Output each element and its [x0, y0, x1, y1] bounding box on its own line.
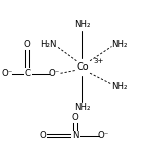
Text: O: O [40, 131, 47, 140]
Text: O⁻: O⁻ [2, 69, 13, 78]
Text: NH₂: NH₂ [74, 20, 91, 29]
Text: N: N [72, 131, 78, 140]
Text: O⁻: O⁻ [98, 131, 109, 140]
Text: Co: Co [76, 62, 89, 72]
Text: C: C [24, 69, 30, 78]
Text: H₂N: H₂N [40, 40, 56, 49]
Text: NH₂: NH₂ [74, 103, 91, 112]
Text: NH₂: NH₂ [111, 82, 127, 91]
Text: O: O [72, 113, 79, 122]
Text: O⁻: O⁻ [49, 69, 60, 78]
Text: NH₂: NH₂ [111, 40, 127, 49]
Text: 3+: 3+ [93, 58, 104, 64]
Text: O: O [24, 40, 31, 49]
